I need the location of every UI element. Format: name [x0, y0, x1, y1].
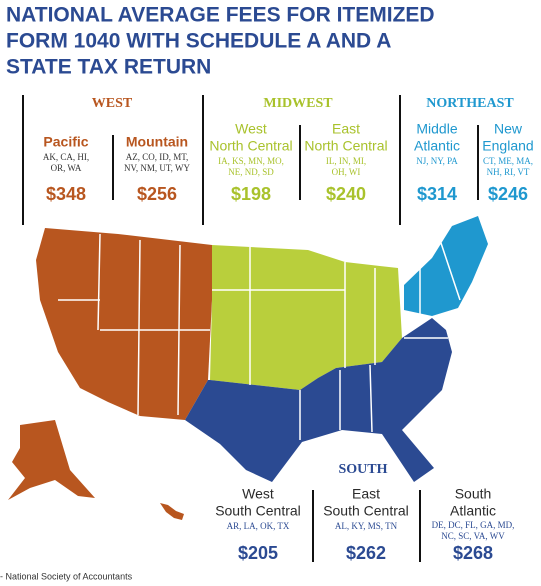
division-states: OH, WI	[332, 167, 361, 177]
midwest-region	[210, 245, 402, 390]
fee: $256	[137, 184, 177, 204]
division-name: New	[494, 121, 523, 137]
fee: $348	[46, 184, 86, 204]
fee: $262	[346, 543, 386, 563]
alaska	[8, 420, 95, 500]
division-name: West	[242, 486, 274, 502]
west-region	[36, 228, 212, 420]
division-name: Pacific	[43, 134, 88, 150]
title-line: FORM 1040 WITH SCHEDULE A AND A	[6, 30, 391, 53]
division-states: AR, LA, OK, TX	[227, 521, 290, 531]
division-name: South Central	[323, 503, 409, 519]
division-states: IA, KS, MN, MO,	[218, 156, 284, 166]
division-states: NH, RI, VT	[487, 167, 530, 177]
division-states: AZ, CO, ID, MT,	[126, 152, 189, 162]
division-name: Atlantic	[414, 138, 460, 154]
division-states: AL, KY, MS, TN	[335, 521, 398, 531]
division-states: OR, WA	[51, 163, 82, 173]
source: - National Society of Accountants	[0, 571, 133, 581]
fee: $198	[231, 184, 271, 204]
region-name: WEST	[92, 96, 133, 111]
division-name: South Central	[215, 503, 301, 519]
division-name: Mountain	[126, 134, 188, 150]
division-states: DE, DC, FL, GA, MD,	[432, 520, 515, 530]
division-states: NV, NM, UT, WY	[124, 163, 191, 173]
region-name: NORTHEAST	[426, 96, 514, 111]
map	[8, 216, 488, 520]
division-name: East	[332, 121, 360, 137]
title-line: NATIONAL AVERAGE FEES FOR ITEMIZED	[6, 4, 435, 27]
division-name: West	[235, 121, 267, 137]
fee: $246	[488, 184, 528, 204]
division-name: North Central	[209, 138, 292, 154]
region-name: MIDWEST	[263, 96, 333, 111]
division-name: North Central	[304, 138, 387, 154]
fee: $240	[326, 184, 366, 204]
fee: $314	[417, 184, 457, 204]
northeast-region	[404, 216, 488, 316]
division-name: Atlantic	[450, 503, 496, 519]
state-borders	[58, 233, 461, 440]
division-states: AK, CA, HI,	[43, 152, 89, 162]
division-states: NJ, NY, PA	[416, 156, 458, 166]
title-line: STATE TAX RETURN	[6, 56, 211, 79]
division-name: England	[482, 138, 533, 154]
fee: $205	[238, 543, 278, 563]
south-region	[185, 318, 452, 482]
division-states: CT, ME, MA,	[483, 156, 533, 166]
division-name: East	[352, 486, 380, 502]
division-states: IL, IN, MI,	[326, 156, 366, 166]
division-states: NC, SC, VA, WV	[441, 531, 505, 541]
division-name: South	[455, 486, 492, 502]
division-name: Middle	[416, 121, 457, 137]
fee: $268	[453, 543, 493, 563]
division-states: NE, ND, SD	[228, 167, 274, 177]
region-name: SOUTH	[338, 462, 387, 477]
hawaii	[160, 503, 184, 520]
